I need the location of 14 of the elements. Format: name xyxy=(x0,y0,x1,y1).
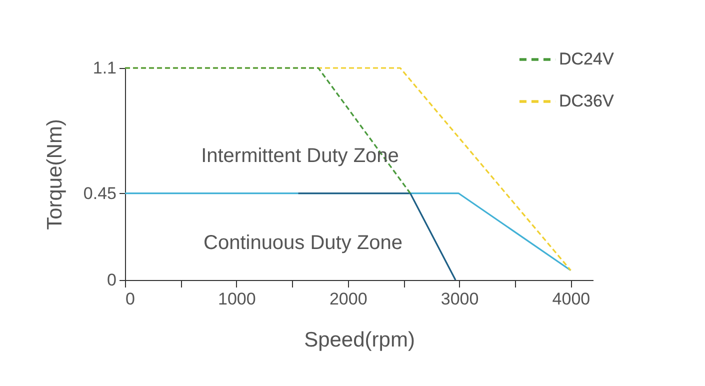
y-axis-title: Torque(Nm) xyxy=(43,119,66,230)
x-tick-label: 0 xyxy=(126,290,135,308)
legend-label: DC36V xyxy=(559,92,614,110)
x-tick-label: 1000 xyxy=(218,290,256,308)
annotation: Intermittent Duty Zone xyxy=(201,145,399,167)
x-tick-label: 3000 xyxy=(440,290,479,308)
y-tick-label: 0 xyxy=(107,270,116,290)
x-tick-label: 2000 xyxy=(329,290,368,308)
y-tick-label: 1.1 xyxy=(92,58,116,78)
y-tick-label: 0.45 xyxy=(83,184,116,203)
legend-label: DC24V xyxy=(559,50,614,68)
x-axis-title: Speed(rpm) xyxy=(304,328,415,352)
x-tick-label: 4000 xyxy=(552,290,590,308)
annotation: Continuous Duty Zone xyxy=(203,232,403,254)
